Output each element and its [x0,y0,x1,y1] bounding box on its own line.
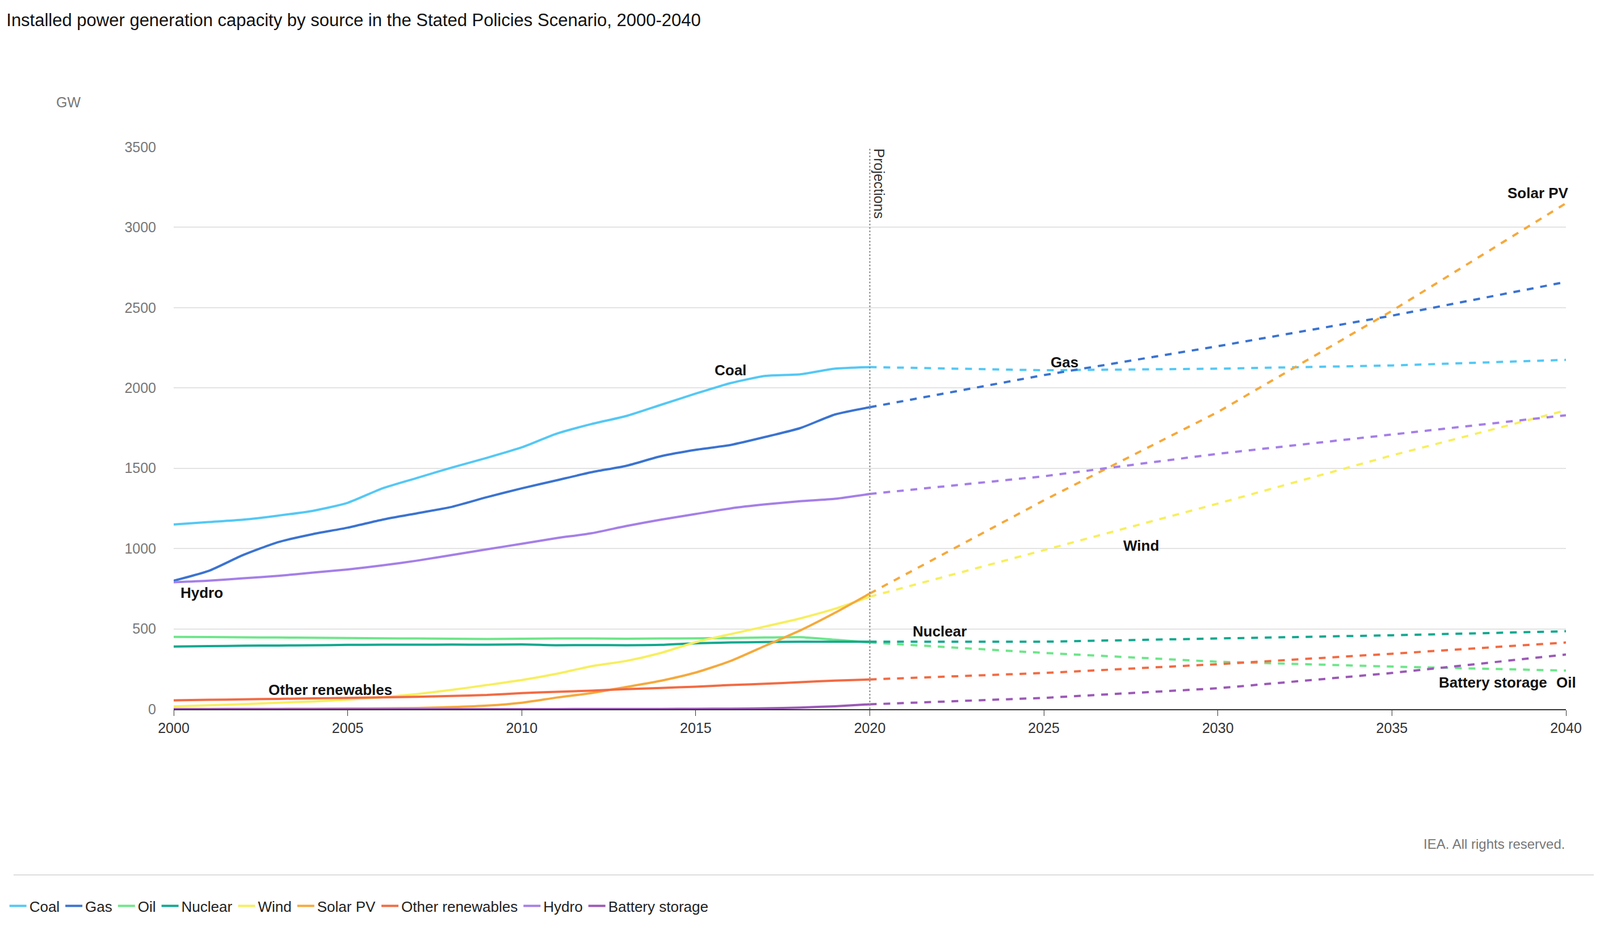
svg-text:Nuclear: Nuclear [181,897,233,915]
svg-text:Wind: Wind [1123,536,1159,554]
svg-text:2015: 2015 [679,719,712,736]
svg-text:GW: GW [56,94,81,111]
svg-text:2000: 2000 [157,719,190,736]
svg-text:500: 500 [132,620,157,637]
svg-text:1000: 1000 [124,540,157,557]
svg-text:Gas: Gas [1050,353,1079,371]
svg-text:3500: 3500 [124,139,157,155]
svg-text:Installed power generation cap: Installed power generation capacity by s… [6,10,701,31]
svg-text:Oil: Oil [1556,673,1577,691]
svg-text:0: 0 [148,700,157,717]
svg-text:2030: 2030 [1202,719,1234,736]
svg-text:Nuclear: Nuclear [912,622,967,640]
svg-text:Other renewables: Other renewables [268,681,393,699]
svg-text:2035: 2035 [1376,719,1409,736]
svg-text:2005: 2005 [332,719,364,736]
svg-text:Battery storage: Battery storage [1438,673,1548,691]
svg-text:Hydro: Hydro [543,897,583,915]
svg-text:Hydro: Hydro [180,584,224,602]
svg-text:Solar PV: Solar PV [1507,184,1569,202]
svg-text:Coal: Coal [29,897,60,915]
svg-text:2500: 2500 [124,299,157,316]
svg-text:Other renewables: Other renewables [401,897,518,915]
svg-text:2040: 2040 [1550,719,1582,736]
svg-text:Battery storage: Battery storage [608,897,709,915]
svg-text:IEA. All rights reserved.: IEA. All rights reserved. [1423,836,1565,852]
svg-text:Solar PV: Solar PV [317,897,376,915]
svg-text:Wind: Wind [258,897,292,915]
svg-text:Projections: Projections [871,148,888,220]
svg-text:Coal: Coal [714,361,747,379]
svg-text:Gas: Gas [85,897,113,915]
svg-text:2000: 2000 [124,379,157,396]
svg-text:3000: 3000 [124,219,157,235]
svg-text:1500: 1500 [124,459,157,476]
svg-text:Oil: Oil [137,897,157,915]
svg-text:2020: 2020 [854,719,886,736]
svg-text:2025: 2025 [1027,719,1060,736]
svg-text:2010: 2010 [505,719,538,736]
